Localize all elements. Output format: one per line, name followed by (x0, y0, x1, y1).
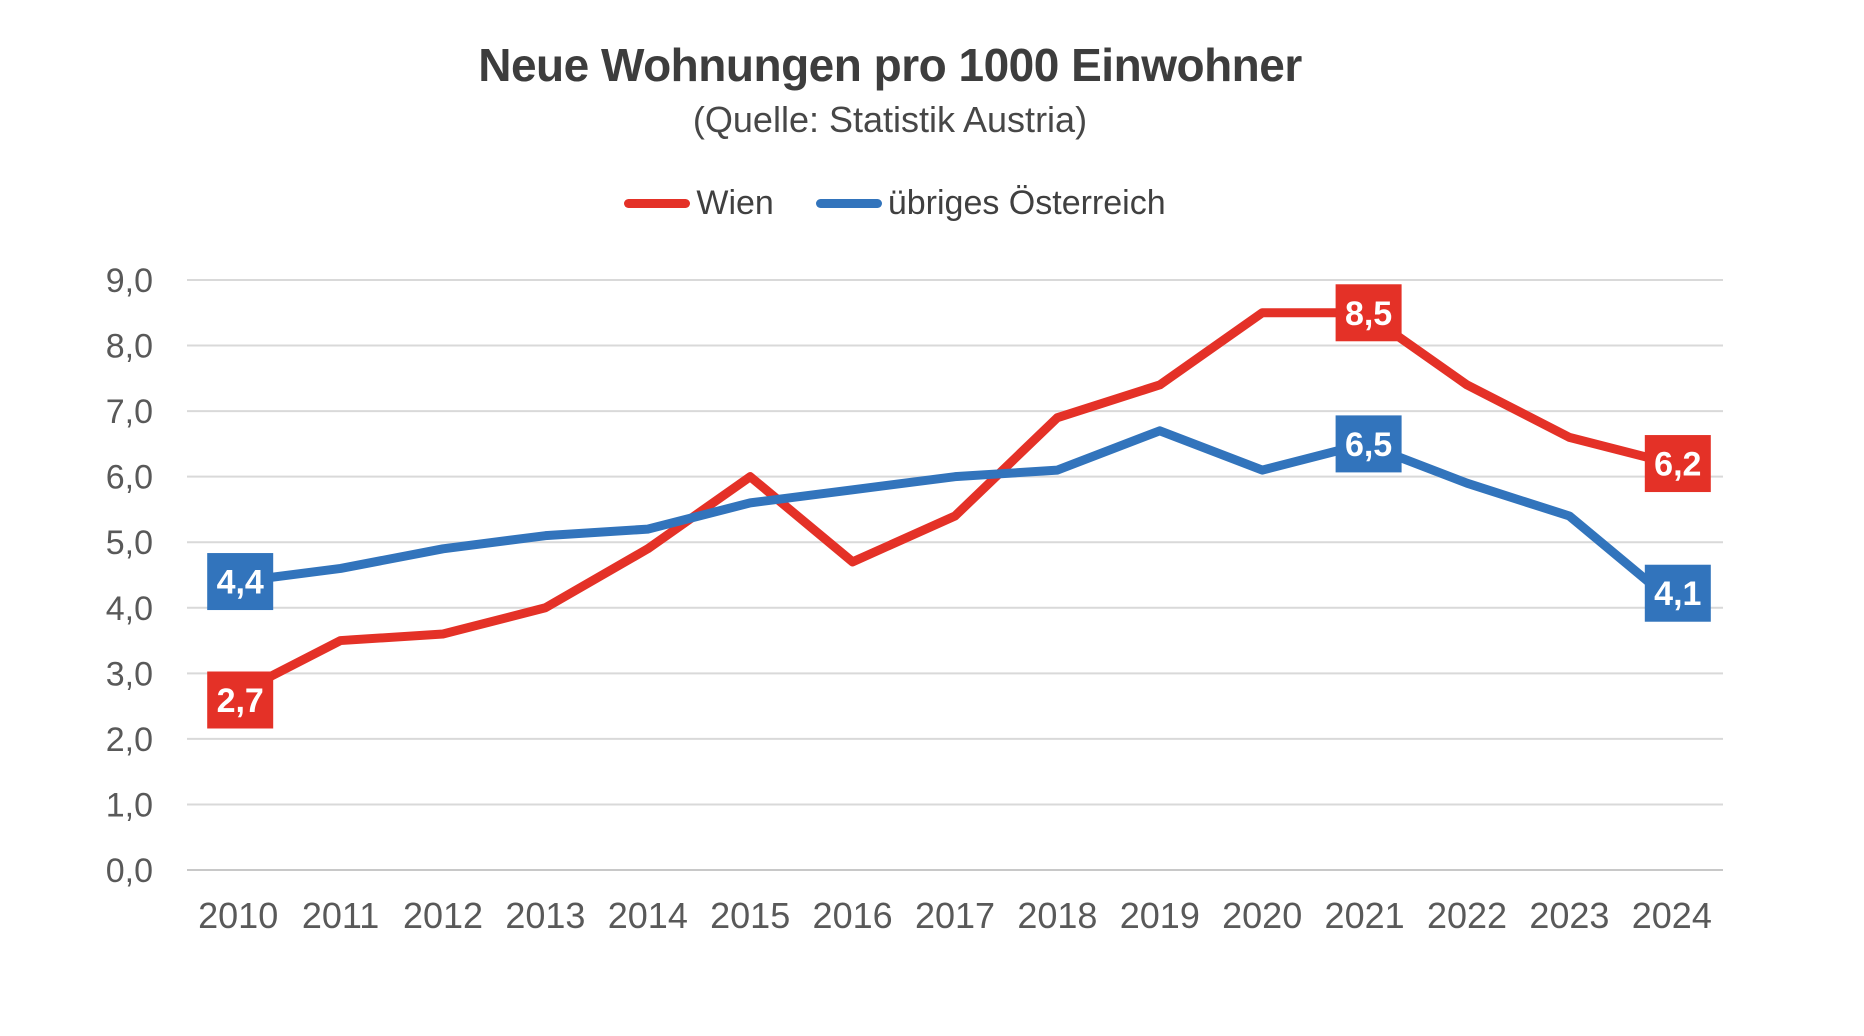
data-label-box (207, 553, 274, 611)
y-axis-tick-label: 0,0 (106, 852, 153, 890)
y-axis-tick-label: 7,0 (106, 393, 153, 431)
x-axis-tick-label: 2010 (198, 895, 278, 936)
data-label-box (1335, 415, 1402, 473)
data-label-box (1335, 284, 1402, 342)
x-axis-tick-label: 2021 (1325, 895, 1405, 936)
y-axis-tick-label: 9,0 (106, 262, 153, 300)
y-axis-tick-label: 1,0 (106, 786, 153, 824)
x-axis-tick-label: 2018 (1017, 895, 1097, 936)
data-label-value: 8,5 (1345, 295, 1392, 333)
y-axis-tick-label: 2,0 (106, 721, 153, 759)
chart-header: Neue Wohnungen pro 1000 Einwohner (Quell… (0, 0, 1780, 141)
x-axis-tick-label: 2022 (1427, 895, 1507, 936)
x-axis-tick-label: 2013 (505, 895, 585, 936)
y-axis-tick-label: 3,0 (106, 655, 153, 693)
y-axis-tick-label: 8,0 (106, 328, 153, 366)
x-axis-tick-label: 2014 (608, 895, 688, 936)
data-label-value: 2,7 (217, 682, 264, 720)
data-label-box (207, 671, 274, 729)
legend: Wien übriges Österreich (0, 186, 1790, 220)
legend-swatch-wien-icon (624, 198, 691, 208)
x-axis-tick-label: 2011 (302, 895, 379, 936)
data-label-value: 4,4 (217, 564, 264, 602)
x-axis-tick-label: 2016 (813, 895, 893, 936)
x-axis-tick-label: 2012 (403, 895, 483, 936)
legend-swatch-uebriges-oesterreich-icon (815, 198, 882, 208)
legend-item-wien: Wien (624, 184, 774, 222)
x-axis-tick-label: 2019 (1120, 895, 1200, 936)
data-label-value: 4,1 (1654, 575, 1701, 613)
data-label-box (1644, 564, 1711, 622)
y-axis-tick-label: 4,0 (106, 590, 153, 628)
series-line-wien (233, 308, 1677, 698)
x-axis-tick-label: 2024 (1632, 895, 1712, 936)
series-line-uebriges-oesterreich (233, 426, 1677, 606)
chart-subtitle: (Quelle: Statistik Austria) (692, 98, 1088, 140)
x-axis-tick-label: 2015 (710, 895, 790, 936)
legend-label-wien: Wien (696, 184, 774, 222)
y-axis-tick-label: 6,0 (106, 459, 153, 497)
data-label-value: 6,2 (1654, 446, 1701, 484)
legend-label-uebriges-oesterreich: übriges Österreich (887, 184, 1166, 222)
y-axis-tick-label: 5,0 (106, 524, 153, 562)
data-label-value: 6,5 (1345, 426, 1392, 464)
x-axis-tick-label: 2017 (915, 895, 995, 936)
chart-title: Neue Wohnungen pro 1000 Einwohner (478, 39, 1302, 91)
legend-item-uebriges-oesterreich: übriges Österreich (815, 184, 1166, 222)
x-axis-tick-label: 2023 (1529, 895, 1609, 936)
x-axis-tick-label: 2020 (1222, 895, 1302, 936)
data-label-box (1644, 435, 1711, 493)
